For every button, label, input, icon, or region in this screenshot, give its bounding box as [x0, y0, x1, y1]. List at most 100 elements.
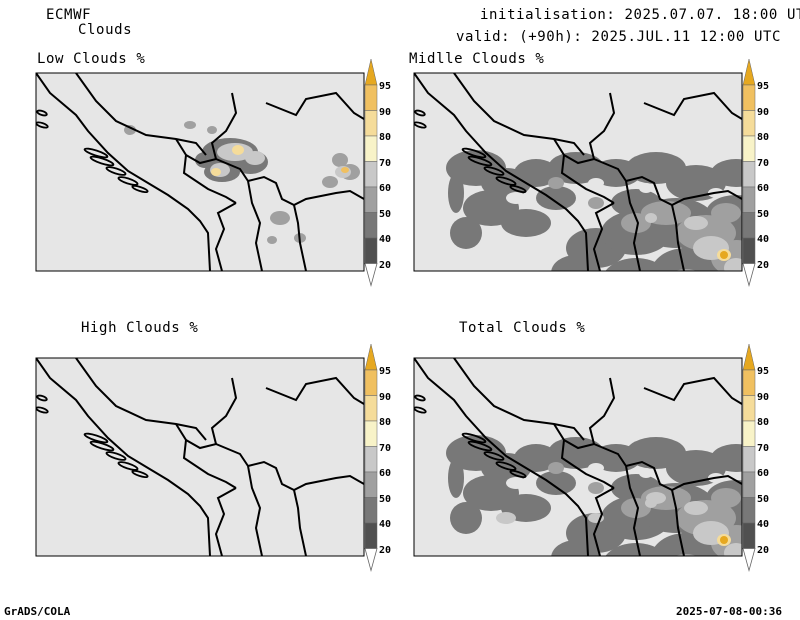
border-line — [75, 358, 207, 441]
island-outline — [483, 166, 505, 176]
border-line — [671, 489, 685, 556]
cloud-cell — [207, 126, 217, 134]
island-outline — [131, 184, 149, 194]
colorbar-tick-label: 50 — [757, 493, 770, 505]
cloud-cell — [491, 548, 521, 556]
border-line — [643, 91, 742, 120]
island-outline — [467, 155, 493, 167]
cloud-cell — [768, 233, 784, 253]
cloud-cell — [588, 463, 604, 473]
border-line — [671, 204, 685, 271]
cloud-cell — [536, 186, 576, 210]
cloud-cell — [768, 518, 784, 538]
cloud-cell — [685, 594, 697, 602]
colorbar-tick-label: 80 — [757, 417, 770, 428]
colorbar-tick-label: 90 — [379, 106, 392, 118]
colorbar-tick-label: 95 — [757, 81, 770, 92]
border-line — [625, 180, 641, 271]
cloud-cell — [596, 570, 636, 606]
colorbar-tick-label: 90 — [757, 391, 770, 403]
island-outline — [467, 440, 493, 452]
cloud-cell — [766, 273, 776, 283]
border-line — [247, 465, 263, 556]
colorbar-tick-label: 20 — [379, 544, 392, 556]
cloud-cell — [684, 216, 708, 230]
cloud-cell — [666, 565, 686, 581]
init-time-label: initialisation: 2025.07.07. 18:00 UTC — [480, 7, 800, 23]
valid-time-label: valid: (+90h): 2025.JUL.11 12:00 UTC — [456, 29, 782, 45]
border-line — [210, 377, 238, 445]
island-outline — [83, 432, 109, 444]
cloud-cell — [514, 159, 558, 187]
colorbar-tick-label: 70 — [379, 157, 392, 169]
border-line — [210, 92, 238, 160]
border-line — [293, 204, 307, 271]
cloud-cell — [639, 468, 653, 478]
colorbar — [364, 58, 378, 288]
cloud-cell — [536, 471, 576, 495]
cloud-cell — [596, 285, 636, 321]
cloud-cell — [548, 177, 564, 189]
colorbar-tick-label: 60 — [379, 468, 392, 479]
cloud-cell — [711, 203, 741, 223]
colorbar — [742, 343, 756, 573]
colorbar-tick-label: 80 — [379, 417, 392, 428]
cloud-cell — [724, 258, 742, 271]
island-outline — [461, 432, 487, 444]
cloud-cell — [448, 458, 464, 498]
border-line — [453, 358, 585, 441]
panel-title-high: High Clouds % — [81, 320, 199, 336]
colorbar-tick-label: 95 — [379, 366, 392, 377]
cloud-cell — [675, 554, 697, 556]
border-line — [293, 489, 307, 556]
colorbar-tick-label: 50 — [379, 493, 392, 505]
cloud-cell — [626, 310, 686, 346]
cloud-cell — [769, 560, 775, 566]
cloud-cell — [514, 444, 558, 472]
cloud-cell — [486, 330, 526, 346]
cloud-cell — [448, 173, 464, 213]
colorbar-tick-label: 70 — [757, 442, 770, 454]
border-line — [625, 465, 641, 556]
island-outline — [414, 109, 426, 117]
cloud-cell — [551, 255, 601, 271]
cloud-cell — [448, 325, 484, 345]
island-outline — [89, 440, 115, 452]
cloud-cell — [501, 209, 551, 237]
island-outline — [36, 394, 48, 402]
cloud-cell — [621, 213, 651, 233]
cloud-cell — [450, 217, 482, 249]
cloud-cell — [696, 288, 776, 338]
cloud-cell — [184, 121, 196, 129]
island-outline — [131, 469, 149, 479]
border-line — [36, 73, 211, 271]
island-outline — [117, 461, 139, 471]
map-panel-total — [414, 358, 784, 618]
island-outline — [89, 155, 115, 167]
island-outline — [105, 166, 127, 176]
cloud-cell — [270, 211, 290, 225]
cloud-cell — [711, 444, 742, 472]
cloud-cell — [322, 176, 338, 188]
colorbar-tick-label: 90 — [379, 391, 392, 403]
panel-title-low: Low Clouds % — [37, 51, 146, 67]
map-panel-high — [36, 358, 364, 556]
colorbar-tick-label: 90 — [757, 106, 770, 118]
cloud-cell — [576, 316, 616, 340]
border-line — [414, 358, 589, 556]
render-timestamp: 2025-07-08-00:36 — [676, 605, 782, 618]
cloud-cell — [688, 571, 724, 595]
cloud-cell — [666, 280, 686, 296]
map-panel-low — [36, 73, 364, 271]
cloud-cell — [548, 462, 564, 474]
panel-title-middle: Midlle Clouds % — [409, 51, 545, 67]
border-line — [588, 92, 616, 160]
cloud-cell — [576, 601, 616, 618]
colorbar — [364, 343, 378, 573]
border-line — [175, 423, 237, 489]
border-line — [36, 358, 211, 556]
cloud-cell — [720, 536, 728, 544]
cloud-cell — [676, 330, 756, 346]
cloud-cell — [588, 178, 604, 188]
cloud-cell — [588, 197, 604, 209]
